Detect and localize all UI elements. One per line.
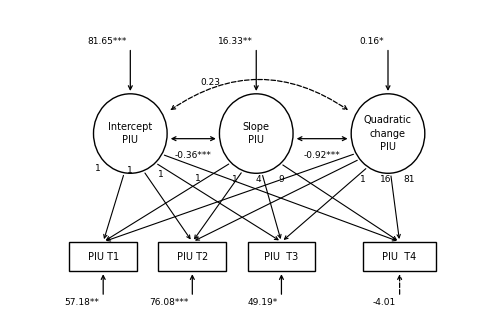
Ellipse shape (351, 94, 425, 173)
Text: 1: 1 (94, 164, 100, 173)
FancyBboxPatch shape (248, 242, 316, 271)
Text: 16: 16 (380, 175, 392, 184)
Text: -0.36***: -0.36*** (174, 152, 212, 161)
Text: 1: 1 (195, 174, 201, 183)
Text: -0.92***: -0.92*** (304, 152, 341, 161)
Text: PIU  T3: PIU T3 (264, 252, 298, 262)
FancyBboxPatch shape (158, 242, 226, 271)
Text: 4: 4 (256, 175, 261, 184)
Ellipse shape (94, 94, 167, 173)
Text: 76.08***: 76.08*** (149, 298, 188, 307)
Text: 57.18**: 57.18** (64, 298, 100, 307)
Text: Intercept
PIU: Intercept PIU (108, 122, 152, 145)
Text: 81: 81 (404, 175, 415, 184)
Text: PIU T1: PIU T1 (88, 252, 119, 262)
Text: 16.33**: 16.33** (218, 37, 252, 46)
Text: 0.16*: 0.16* (360, 37, 384, 46)
FancyArrowPatch shape (172, 80, 347, 109)
Text: 1: 1 (360, 175, 366, 184)
Text: Slope
PIU: Slope PIU (243, 122, 270, 145)
Text: PIU  T4: PIU T4 (382, 252, 417, 262)
FancyBboxPatch shape (363, 242, 436, 271)
Text: 49.19*: 49.19* (248, 298, 278, 307)
Ellipse shape (220, 94, 293, 173)
Text: 9: 9 (278, 175, 284, 184)
Text: 81.65***: 81.65*** (87, 37, 126, 46)
Text: 1: 1 (158, 170, 164, 179)
Text: 1: 1 (232, 175, 238, 184)
Text: 1: 1 (128, 166, 133, 175)
FancyBboxPatch shape (70, 242, 137, 271)
Text: -4.01: -4.01 (372, 298, 396, 307)
Text: Quadratic
change
PIU: Quadratic change PIU (364, 115, 412, 152)
Text: PIU T2: PIU T2 (176, 252, 208, 262)
Text: 0.23: 0.23 (200, 78, 220, 87)
